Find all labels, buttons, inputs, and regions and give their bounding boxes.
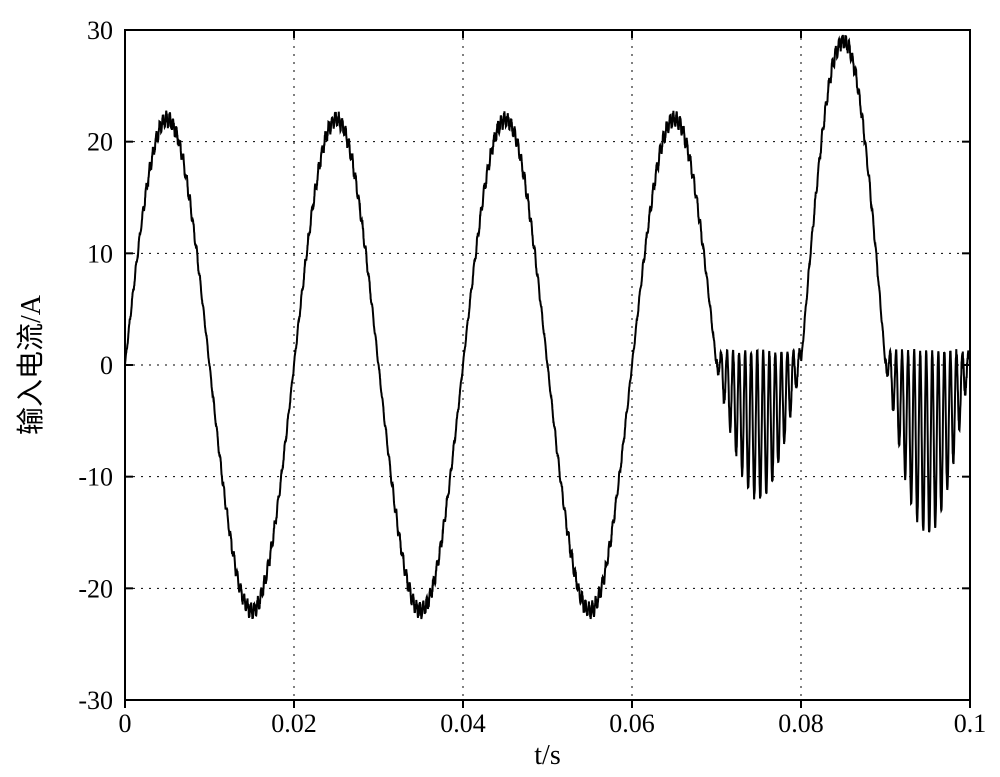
y-tick-label: 10: [87, 239, 113, 268]
y-tick-label: 30: [87, 16, 113, 45]
x-tick-label: 0.06: [609, 709, 655, 738]
y-tick-label: -20: [78, 574, 113, 603]
chart-container: 0 0.02 0.04 0.06 0.08 0.1 -30 -20 -10 0 10 20 30 t/s 输…: [0, 0, 1000, 777]
y-tick-label: -30: [78, 686, 113, 715]
x-tick-label: 0.02: [271, 709, 317, 738]
signal-trace: [125, 35, 970, 619]
y-axis-label: 输入电流/A: [15, 294, 47, 435]
y-tick-label: 20: [87, 128, 113, 157]
x-tick-label: 0: [119, 709, 132, 738]
line-chart: 0 0.02 0.04 0.06 0.08 0.1 -30 -20 -10 0 10 20 30 t/s 输…: [0, 0, 1000, 777]
x-tick-label: 0.1: [954, 709, 987, 738]
x-axis-label: t/s: [534, 740, 560, 771]
x-tick-label: 0.08: [778, 709, 824, 738]
y-tick-label: -10: [78, 463, 113, 492]
y-tick-label: 0: [100, 351, 113, 380]
x-tick-label: 0.04: [440, 709, 486, 738]
